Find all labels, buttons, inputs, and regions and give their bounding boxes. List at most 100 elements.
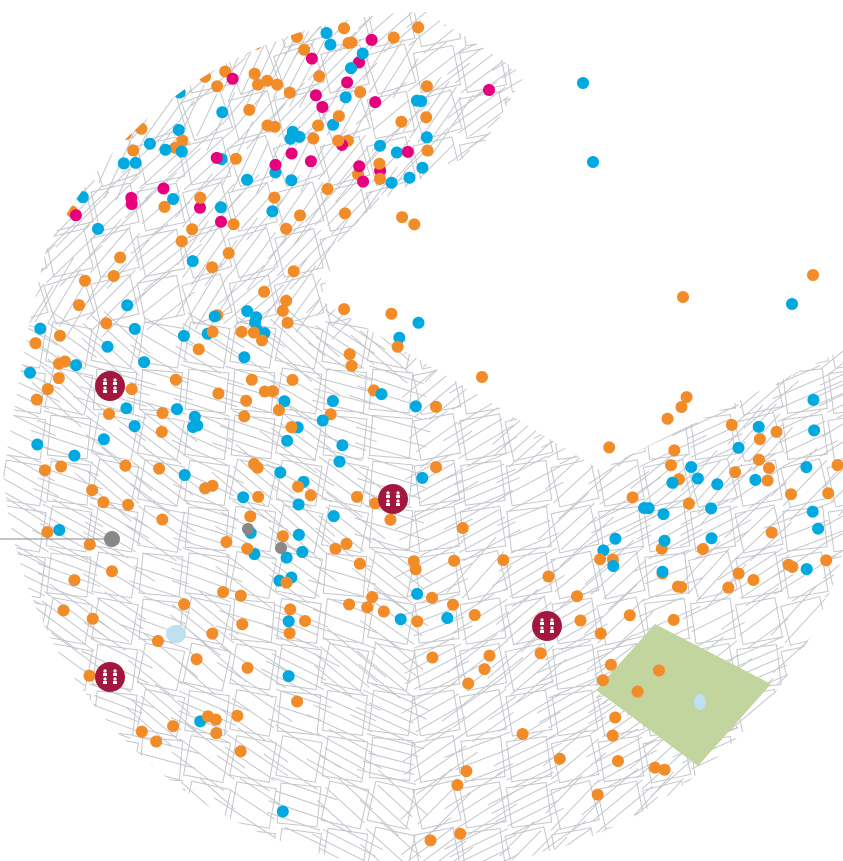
block bbox=[182, 642, 232, 692]
block bbox=[597, 275, 645, 323]
block bbox=[320, 780, 370, 830]
marker bbox=[340, 537, 353, 550]
street bbox=[780, 22, 843, 55]
street bbox=[323, 819, 383, 851]
block bbox=[366, 90, 416, 140]
block bbox=[366, 780, 416, 830]
street bbox=[231, 790, 275, 820]
street bbox=[821, 84, 843, 134]
marker bbox=[313, 70, 326, 83]
street bbox=[2, 134, 52, 188]
block bbox=[459, 137, 507, 185]
block bbox=[597, 229, 645, 277]
street bbox=[48, 741, 90, 777]
street bbox=[774, 315, 815, 347]
block bbox=[689, 137, 737, 185]
street bbox=[231, 697, 275, 729]
street bbox=[374, 641, 420, 679]
street bbox=[100, 40, 130, 98]
street bbox=[423, 180, 467, 244]
street bbox=[171, 580, 231, 603]
street bbox=[46, 88, 92, 142]
street bbox=[587, 12, 636, 31]
street bbox=[463, 529, 521, 562]
street bbox=[368, 545, 425, 590]
street bbox=[589, 405, 627, 447]
street bbox=[186, 592, 239, 636]
block bbox=[46, 690, 92, 736]
block bbox=[551, 689, 599, 737]
street bbox=[679, 541, 721, 586]
marker bbox=[333, 455, 346, 468]
street bbox=[586, 634, 634, 671]
street bbox=[2, 395, 40, 418]
street bbox=[701, 466, 753, 525]
marker bbox=[73, 299, 85, 312]
street bbox=[601, 109, 646, 132]
street bbox=[587, 231, 649, 265]
marker bbox=[76, 135, 89, 148]
marker bbox=[172, 124, 185, 136]
street bbox=[178, 661, 216, 696]
street bbox=[351, 567, 408, 612]
marker bbox=[212, 387, 225, 400]
street bbox=[441, 221, 512, 253]
street bbox=[551, 368, 591, 406]
park bbox=[596, 624, 771, 766]
marker bbox=[283, 86, 296, 99]
street bbox=[98, 738, 139, 771]
street bbox=[267, 738, 331, 780]
street bbox=[2, 619, 33, 652]
street bbox=[206, 92, 236, 151]
street bbox=[639, 140, 695, 182]
street bbox=[34, 257, 74, 323]
marker bbox=[732, 567, 745, 580]
street bbox=[648, 528, 703, 560]
street bbox=[822, 455, 843, 489]
block bbox=[734, 320, 784, 370]
marker bbox=[307, 132, 320, 145]
block bbox=[643, 45, 691, 93]
street bbox=[742, 12, 800, 62]
marker bbox=[242, 523, 254, 535]
block bbox=[275, 827, 323, 861]
marker bbox=[285, 174, 298, 187]
street bbox=[179, 680, 249, 712]
street bbox=[276, 229, 322, 277]
street bbox=[643, 18, 706, 55]
street bbox=[130, 223, 169, 254]
block bbox=[2, 12, 50, 50]
block bbox=[274, 412, 324, 462]
street bbox=[337, 777, 373, 810]
street bbox=[462, 611, 510, 641]
street bbox=[403, 733, 464, 776]
marker bbox=[374, 139, 386, 152]
street bbox=[81, 84, 130, 122]
street bbox=[263, 753, 318, 790]
street bbox=[358, 561, 413, 604]
marker bbox=[206, 325, 219, 338]
street bbox=[39, 224, 91, 274]
block bbox=[827, 229, 843, 277]
facility-icons bbox=[95, 371, 562, 692]
street bbox=[12, 94, 49, 146]
block bbox=[826, 90, 843, 140]
street bbox=[728, 44, 783, 85]
street bbox=[772, 546, 821, 578]
marker bbox=[125, 191, 138, 204]
street bbox=[315, 527, 354, 558]
street bbox=[556, 104, 601, 136]
street bbox=[794, 792, 839, 839]
marker bbox=[786, 298, 798, 310]
marker bbox=[241, 305, 254, 318]
block bbox=[45, 505, 93, 553]
street bbox=[681, 236, 745, 270]
street bbox=[2, 515, 49, 553]
street bbox=[2, 718, 51, 742]
marker bbox=[234, 745, 247, 758]
icon-body bbox=[103, 390, 107, 393]
street bbox=[121, 842, 177, 861]
street bbox=[126, 76, 167, 132]
street bbox=[275, 688, 332, 709]
icon-head bbox=[396, 499, 400, 503]
